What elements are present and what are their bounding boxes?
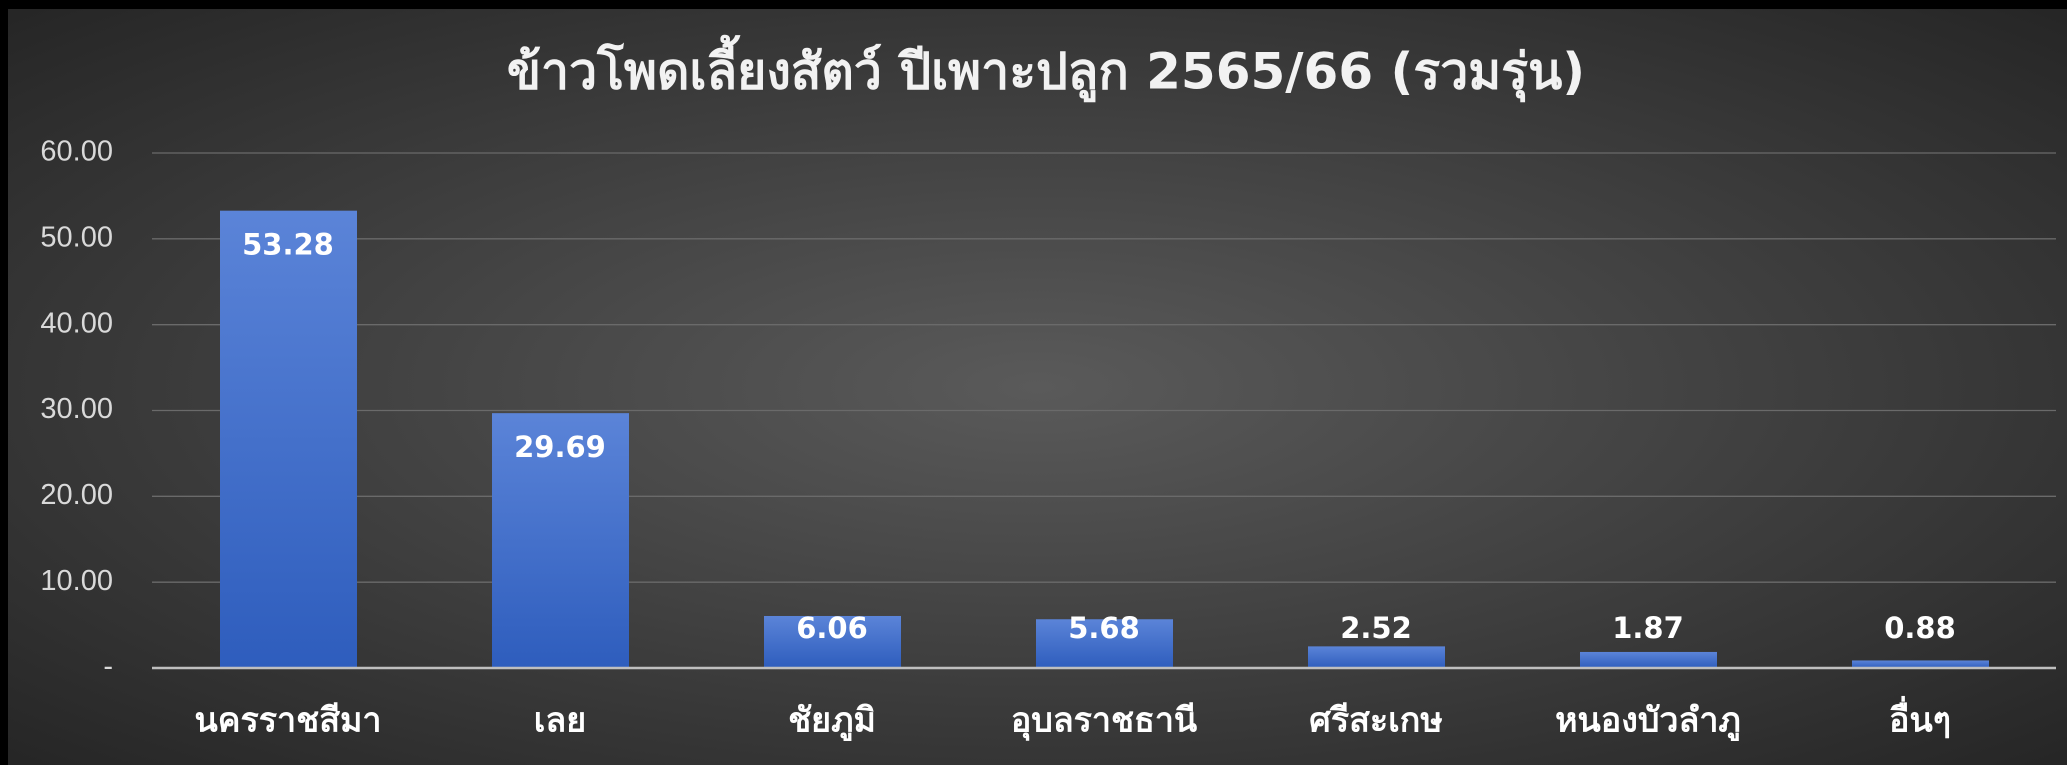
bar [764,615,901,668]
x-tick-label: หนองบัวลำภู [1555,701,1741,742]
y-tick-label: 50.00 [40,221,113,253]
data-label: 6.06 [796,611,868,645]
x-tick-label: นครราชสีมา [195,701,382,741]
data-label: 5.68 [1068,611,1140,645]
bar [492,413,629,668]
y-tick-label: 10.00 [40,565,113,597]
bar [1036,619,1173,668]
x-tick-label: อื่นๆ [1889,696,1951,741]
bar [220,210,357,668]
y-tick-label: 60.00 [40,136,113,168]
bar [1308,646,1445,668]
data-label: 2.52 [1340,611,1412,645]
data-label: 53.28 [242,228,334,262]
x-tick-label: ศรีสะเกษ [1309,701,1442,741]
bar [1580,651,1717,668]
y-tick-label: - [103,651,113,683]
data-label: 29.69 [514,430,606,464]
data-label: 0.88 [1884,611,1956,645]
x-tick-label: เลย [534,701,586,741]
y-tick-label: 20.00 [40,479,113,511]
y-tick-label: 30.00 [40,393,113,425]
chart-title: ข้าวโพดเลี้ยงสัตว์ ปีเพาะปลูก 2565/66 (ร… [507,35,1585,103]
bar [1852,660,1989,668]
x-tick-label: อุบลราชธานี [1011,701,1197,742]
data-label: 1.87 [1612,611,1684,645]
y-tick-label: 40.00 [40,307,113,339]
x-tick-label: ชัยภูมิ [788,701,876,742]
